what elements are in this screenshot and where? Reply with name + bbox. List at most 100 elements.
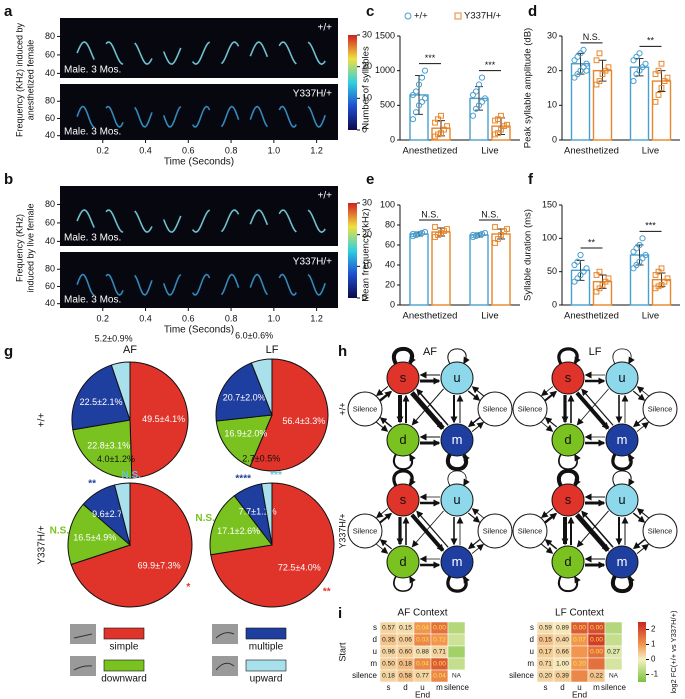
data-point bbox=[652, 71, 659, 78]
data-point bbox=[599, 282, 606, 288]
panel-label: d bbox=[528, 3, 537, 20]
state-node bbox=[440, 483, 474, 517]
x-tick-label: Live bbox=[481, 146, 498, 157]
node-label: Silence bbox=[518, 526, 543, 535]
cell-label: 0.88 bbox=[416, 649, 429, 656]
y-tick-label: 40 bbox=[45, 68, 55, 78]
y-tick-label: 60 bbox=[45, 281, 55, 291]
slice-label: 16.9±2.0% bbox=[224, 429, 267, 439]
call-trace bbox=[76, 41, 95, 60]
data-point bbox=[472, 105, 480, 112]
cell-label: 0.57 bbox=[382, 625, 395, 632]
transition-arrow bbox=[544, 539, 558, 550]
pie-slice bbox=[260, 482, 273, 546]
error-bar bbox=[598, 274, 607, 289]
significance-label: ** bbox=[647, 36, 655, 46]
data-point bbox=[655, 283, 662, 290]
cell-label: 1.00 bbox=[556, 661, 569, 668]
legend-marker bbox=[454, 12, 462, 20]
significance-label: ** bbox=[88, 478, 96, 489]
column-label: s bbox=[544, 683, 548, 692]
x-tick-label: 0.6 bbox=[182, 145, 195, 155]
heatmap-cell bbox=[570, 669, 589, 683]
significance-label: N.S. bbox=[421, 209, 439, 219]
data-point bbox=[574, 71, 581, 78]
legend-label: simple bbox=[110, 642, 139, 653]
data-point bbox=[580, 64, 587, 71]
syllable-thumbnail bbox=[212, 624, 238, 644]
transition-arrow bbox=[379, 539, 393, 550]
data-point bbox=[658, 60, 665, 67]
self-loop bbox=[391, 347, 416, 365]
panel-label: h bbox=[338, 343, 347, 360]
node-label: u bbox=[453, 370, 460, 385]
panel-label: f bbox=[528, 171, 534, 188]
state-node bbox=[477, 391, 513, 427]
state-node bbox=[386, 483, 420, 517]
spectrogram-panel bbox=[60, 186, 338, 246]
data-point bbox=[652, 272, 659, 278]
y-tick-label: 0 bbox=[390, 299, 395, 309]
data-point bbox=[577, 50, 584, 57]
legend-label: +/+ bbox=[414, 11, 428, 22]
slice-label: 4.0±1.2% bbox=[97, 454, 135, 464]
data-point bbox=[630, 77, 637, 85]
transition-arrow bbox=[632, 538, 646, 550]
row-label: silence bbox=[352, 671, 377, 680]
cell-label: NA bbox=[452, 673, 462, 680]
data-point bbox=[469, 233, 477, 241]
x-axis-label: Time (Seconds) bbox=[164, 325, 234, 336]
colorbar-tick-label: 30 bbox=[362, 29, 372, 39]
call-trace bbox=[307, 41, 326, 66]
x-tick-label: Live bbox=[642, 311, 659, 322]
state-node bbox=[386, 545, 420, 579]
genotype-label: Y337H/+ bbox=[293, 89, 332, 100]
transition-arrow bbox=[544, 512, 558, 524]
legend-swatch bbox=[103, 627, 145, 640]
node-label: s bbox=[400, 370, 407, 385]
call-trace bbox=[134, 106, 153, 128]
y-tick-label: 60 bbox=[45, 113, 55, 123]
data-point bbox=[475, 231, 483, 239]
call-trace bbox=[249, 209, 269, 226]
syllable-shape bbox=[73, 665, 93, 671]
y-tick-label: 150 bbox=[542, 199, 557, 209]
node-label: s bbox=[565, 492, 572, 507]
panel-label: e bbox=[366, 171, 374, 188]
x-tick-label: 0.8 bbox=[225, 145, 238, 155]
cell-label: 0.58 bbox=[399, 673, 412, 680]
data-point bbox=[652, 98, 659, 105]
legend-label: upward bbox=[250, 674, 283, 685]
self-loop bbox=[557, 347, 581, 365]
data-point bbox=[593, 288, 600, 295]
data-point bbox=[478, 230, 486, 238]
cell-label: 0.66 bbox=[556, 649, 569, 656]
call-trace bbox=[220, 41, 240, 65]
data-point bbox=[415, 102, 423, 109]
y-tick-label: 80 bbox=[45, 264, 55, 274]
transition-arrow bbox=[636, 508, 650, 519]
node-label: Silence bbox=[483, 526, 508, 535]
data-point bbox=[636, 67, 643, 74]
column-title: AF bbox=[123, 344, 137, 356]
state-node bbox=[605, 545, 639, 579]
data-point bbox=[409, 230, 417, 238]
slice-label: 6.0±0.6% bbox=[235, 331, 273, 341]
self-loop bbox=[610, 575, 635, 593]
cell-label: 0.00 bbox=[433, 661, 446, 668]
y-tick-label: 100 bbox=[380, 199, 395, 209]
y-tick-label: 500 bbox=[380, 100, 395, 110]
node-label: m bbox=[452, 554, 463, 569]
syllable-shape bbox=[73, 633, 93, 639]
syllable-thumbnail bbox=[212, 656, 238, 676]
colorbar-tick-label: 10 bbox=[362, 261, 372, 271]
significance-label: *** bbox=[645, 221, 656, 231]
transition-arrow bbox=[467, 512, 481, 523]
data-point bbox=[421, 228, 429, 236]
significance-label: *** bbox=[425, 53, 436, 63]
cell-label: 0.20 bbox=[539, 673, 552, 680]
state-node bbox=[551, 361, 585, 395]
pie-slice bbox=[113, 482, 131, 546]
data-point bbox=[571, 74, 578, 81]
recording-note: Male. 3 Mos. bbox=[64, 127, 121, 138]
